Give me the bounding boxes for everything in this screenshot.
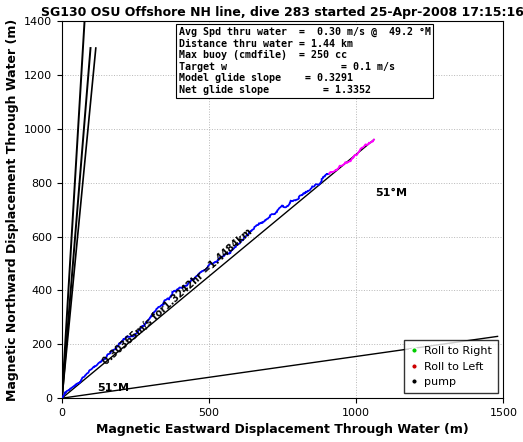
Text: Avg Spd thru water  =  0.30 m/s @  49.2 °M
Distance thru water = 1.44 km
Max buo: Avg Spd thru water = 0.30 m/s @ 49.2 °M … <box>179 27 431 95</box>
Y-axis label: Magnetic Northward Displacement Through Water (m): Magnetic Northward Displacement Through … <box>6 19 18 401</box>
Legend: Roll to Right, Roll to Left, pump: Roll to Right, Roll to Left, pump <box>404 340 498 392</box>
Text: 51°M: 51°M <box>376 188 407 198</box>
Text: 51°M: 51°M <box>97 383 129 393</box>
X-axis label: Magnetic Eastward Displacement Through Water (m): Magnetic Eastward Displacement Through W… <box>96 423 469 436</box>
Text: 0.30365m/s for1.3242hr =1.4484km: 0.30365m/s for1.3242hr =1.4484km <box>100 226 254 366</box>
Title: SG130 OSU Offshore NH line, dive 283 started 25-Apr-2008 17:15:16: SG130 OSU Offshore NH line, dive 283 sta… <box>41 6 523 19</box>
